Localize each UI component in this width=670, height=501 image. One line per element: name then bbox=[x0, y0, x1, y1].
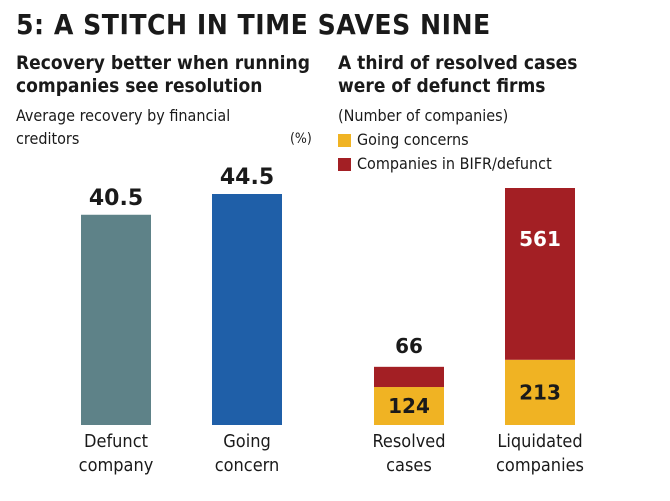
stacked-category-label-1-0: Liquidated bbox=[497, 431, 582, 452]
bar-value-label-0: 40.5 bbox=[89, 186, 143, 211]
left-panel-title: Recovery better when running companies s… bbox=[16, 52, 310, 98]
bar-0 bbox=[81, 214, 151, 425]
segment-value-label-0-0: 124 bbox=[388, 394, 430, 418]
stacked-category-label-0-0: Resolved bbox=[372, 431, 445, 452]
stacked-bar-0-seg-0 bbox=[374, 387, 444, 425]
right-legend: Going concerns Companies in BIFR/defunct bbox=[338, 128, 552, 176]
segment-value-label-0-1: 66 bbox=[395, 334, 423, 358]
stacked-bar-0-seg-1 bbox=[374, 366, 444, 388]
legend-label-defunct: Companies in BIFR/defunct bbox=[357, 154, 552, 173]
segment-value-label-1-0: 213 bbox=[519, 380, 561, 404]
left-panel-subtitle: Average recovery by financial creditors bbox=[16, 104, 230, 150]
category-label-0-1: company bbox=[79, 455, 154, 476]
bar-value-label-1: 44.5 bbox=[220, 165, 274, 190]
legend-item-going-concerns: Going concerns bbox=[338, 128, 552, 152]
right-panel-title: A third of resolved cases were of defunc… bbox=[338, 52, 577, 98]
right-title-line2: were of defunct firms bbox=[338, 75, 546, 97]
left-title-line2: companies see resolution bbox=[16, 75, 263, 97]
legend-swatch-defunct bbox=[338, 157, 351, 171]
segment-value-label-1-1: 561 bbox=[519, 227, 561, 251]
left-subtitle-line2: creditors bbox=[16, 129, 80, 148]
stacked-bar-1-seg-0 bbox=[505, 359, 575, 425]
left-unit-label: (%) bbox=[290, 131, 312, 147]
left-subtitle-line1: Average recovery by financial bbox=[16, 106, 231, 125]
left-title-line1: Recovery better when running bbox=[16, 52, 310, 74]
legend-label-going-concerns: Going concerns bbox=[357, 130, 469, 149]
category-label-1-0: Going bbox=[223, 431, 271, 452]
stacked-category-label-0-1: cases bbox=[386, 455, 432, 476]
right-title-line1: A third of resolved cases bbox=[338, 52, 578, 74]
stacked-bar-1-seg-1 bbox=[505, 188, 575, 360]
category-label-1-1: concern bbox=[215, 455, 280, 476]
legend-item-defunct: Companies in BIFR/defunct bbox=[338, 152, 552, 176]
category-label-0-0: Defunct bbox=[84, 431, 148, 452]
stacked-category-label-1-1: companies bbox=[496, 455, 584, 476]
bar-1 bbox=[212, 194, 282, 425]
legend-swatch-going-concerns bbox=[338, 133, 351, 147]
right-panel-subtitle: (Number of companies) bbox=[338, 106, 509, 125]
chart-main-title: 5: A STITCH IN TIME SAVES NINE bbox=[16, 8, 491, 41]
